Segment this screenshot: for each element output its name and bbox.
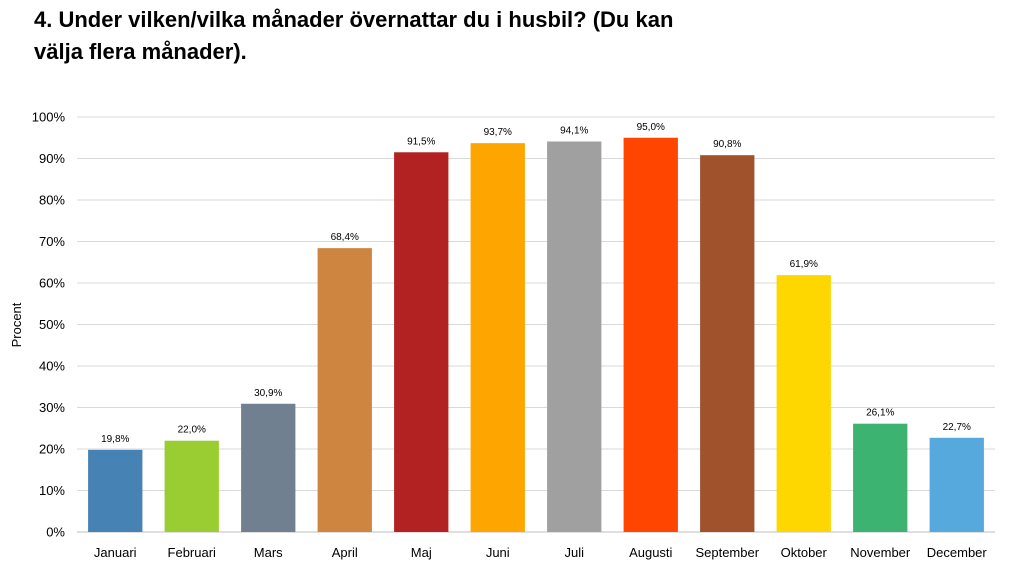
y-tick-label: 30% — [39, 400, 65, 415]
x-tick-label: Oktober — [781, 545, 828, 560]
y-tick-label: 10% — [39, 483, 65, 498]
bar-juli — [547, 141, 602, 533]
x-tick-label: Februari — [168, 545, 217, 560]
data-label: 93,7% — [484, 127, 512, 138]
y-tick-label: 70% — [39, 234, 65, 249]
x-tick-label: Januari — [94, 545, 137, 560]
data-label: 68,4% — [331, 232, 359, 243]
bar-mars — [241, 403, 296, 532]
bars — [88, 137, 984, 533]
x-tick-label: Augusti — [629, 545, 672, 560]
data-label: 19,8% — [101, 434, 129, 445]
y-axis: 0% 10% 20% 30% 40% 50% 60% 70% 80% 90% 100% — [32, 110, 66, 540]
y-tick-label: 50% — [39, 317, 65, 332]
chart-title-line-2: välja flera månader). — [34, 39, 247, 64]
x-tick-label: Mars — [254, 545, 283, 560]
y-tick-label: 60% — [39, 276, 65, 291]
bar-maj — [394, 152, 449, 532]
data-label: 91,5% — [407, 136, 435, 147]
x-tick-label: April — [332, 545, 358, 560]
data-labels: 19,8% 22,0% 30,9% 68,4% 91,5% 93,7% 94,1% 95,0%… — [101, 122, 971, 445]
data-label: 95,0% — [637, 122, 665, 133]
bar-oktober — [776, 275, 831, 532]
x-tick-label: December — [927, 545, 988, 560]
x-axis: Januari Februari Mars April Maj Juni Juli Augus… — [94, 545, 987, 560]
x-tick-label: Maj — [411, 545, 432, 560]
x-tick-label: November — [850, 545, 911, 560]
y-tick-label: 20% — [39, 442, 65, 457]
data-label: 90,8% — [713, 139, 741, 150]
bar-november — [853, 423, 908, 532]
bar-augusti — [623, 137, 678, 532]
y-tick-label: 90% — [39, 151, 65, 166]
data-label: 61,9% — [790, 259, 818, 270]
bar-september — [700, 155, 755, 532]
bar-januari — [88, 449, 143, 532]
data-label: 22,7% — [943, 422, 971, 433]
data-label: 26,1% — [866, 408, 894, 419]
chart-title: 4. Under vilken/vilka månader övernattar… — [34, 4, 734, 68]
y-tick-label: 80% — [39, 193, 65, 208]
gridlines — [77, 116, 995, 533]
bar-december — [929, 437, 984, 532]
data-label: 94,1% — [560, 125, 588, 136]
bar-februari — [164, 440, 219, 532]
y-tick-label: 0% — [46, 525, 65, 540]
chart-title-line-1: 4. Under vilken/vilka månader övernattar… — [34, 7, 674, 32]
y-axis-label: Procent — [9, 302, 24, 347]
data-label: 30,9% — [254, 388, 282, 399]
x-tick-label: September — [695, 545, 759, 560]
bar-juni — [470, 143, 525, 532]
data-label: 22,0% — [178, 425, 206, 436]
x-tick-label: Juni — [486, 545, 510, 560]
bar-april — [317, 248, 372, 532]
x-tick-label: Juli — [564, 545, 584, 560]
y-tick-label: 40% — [39, 359, 65, 374]
y-tick-label: 100% — [32, 110, 66, 125]
